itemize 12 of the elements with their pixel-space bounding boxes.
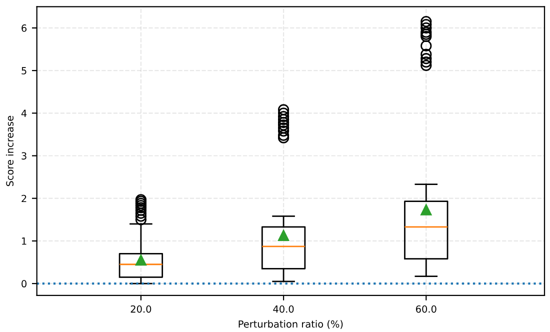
y-tick-label: 1 bbox=[22, 238, 26, 245]
y-tick-label: 2 bbox=[22, 194, 26, 202]
x-axis-title: Perturbation ratio (%) bbox=[238, 320, 343, 329]
x-tick-label: 40.0 bbox=[273, 305, 294, 313]
y-tick-label: 4 bbox=[21, 110, 27, 117]
x-tick-label: 20.0 bbox=[130, 305, 152, 313]
y-axis-title: Score increase bbox=[6, 116, 14, 186]
y-tick-label: 3 bbox=[22, 152, 26, 160]
y-tick-label: 5 bbox=[22, 67, 26, 74]
x-tick-label: 60.0 bbox=[416, 305, 436, 313]
y-tick-label: 6 bbox=[22, 24, 27, 32]
y-tick-label: 0 bbox=[22, 280, 26, 288]
